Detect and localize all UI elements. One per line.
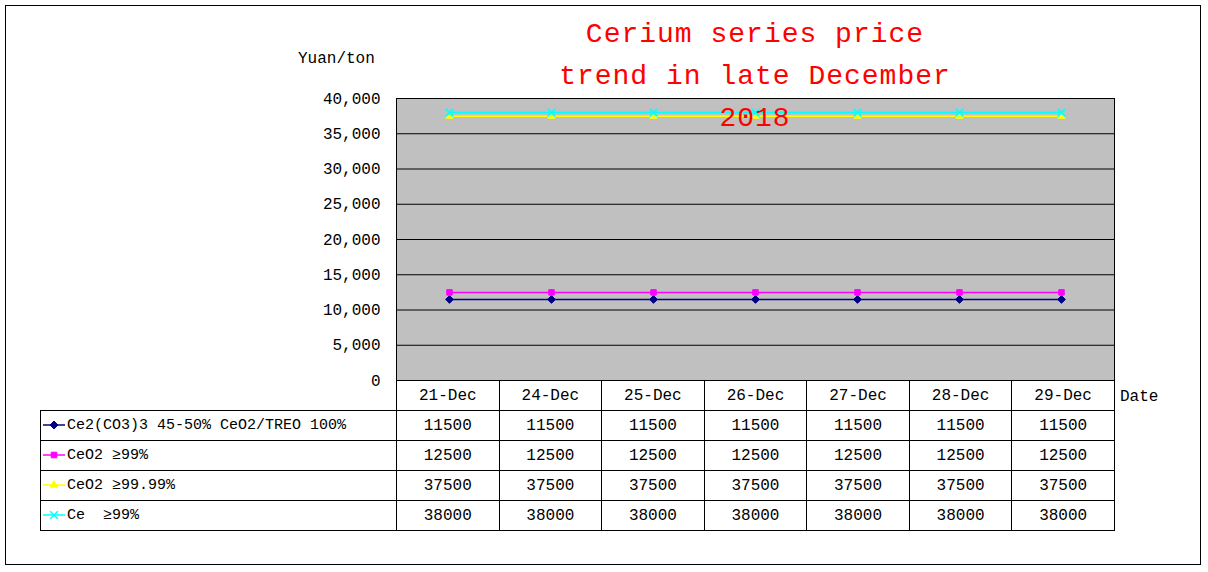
html-text:12500: 12500 [834,446,882,465]
html-text:12500: 12500 [526,446,575,465]
html-text:38000: 38000 [1039,506,1088,525]
html-text:38000: 38000 [936,506,985,525]
html-text:Ce2(CO3)3 45-50% CeO2/TREO 100: Ce2(CO3)3 45-50% CeO2/TREO 100% [67,417,346,434]
html-text:37500: 37500 [526,476,575,495]
html-text:12500: 12500 [628,446,677,465]
html-text:21-Dec: 21-Dec [419,386,477,405]
svg-text:15,000: 15,000 [323,267,381,285]
html-text:11500: 11500 [936,416,985,435]
html-text:11500: 11500 [731,416,780,435]
html-text:CeO2 ≥99%: CeO2 ≥99% [67,447,148,464]
html-text:38000: 38000 [423,506,472,525]
html-text:28-Dec: 28-Dec [931,386,990,405]
html-text:11500: 11500 [423,416,472,435]
svg-text:30,000: 30,000 [323,161,381,179]
html-text:Ce ≥99%: Ce ≥99% [67,507,139,524]
html-text:37500: 37500 [628,476,677,495]
html-text:11500: 11500 [834,416,882,435]
svg-text:0: 0 [371,373,381,391]
svg-text:5,000: 5,000 [332,337,380,355]
html-text:Date: Date [1120,388,1159,406]
html-text:24-Dec: 24-Dec [521,386,580,405]
html-text:11500: 11500 [1039,416,1088,435]
html-text:29-Dec: 29-Dec [1034,386,1092,405]
html-text:12500: 12500 [1039,446,1088,465]
html-text:37500: 37500 [834,476,882,495]
html-text:12500: 12500 [731,446,780,465]
html-text:12500: 12500 [936,446,985,465]
svg-text:25,000: 25,000 [323,196,381,214]
html-text:38000: 38000 [834,506,882,525]
html-text:37500: 37500 [1039,476,1088,495]
html-text:37500: 37500 [936,476,985,495]
html-text:11500: 11500 [526,416,575,435]
html-text:Yuan/ton: Yuan/ton [298,50,375,68]
html-text:38000: 38000 [526,506,575,525]
svg-text:35,000: 35,000 [323,126,381,144]
svg-text:40,000: 40,000 [323,91,381,109]
html-text:26-Dec: 26-Dec [726,386,785,405]
svg-text:10,000: 10,000 [323,302,381,320]
svg-text:20,000: 20,000 [323,232,381,250]
html-text:37500: 37500 [731,476,780,495]
html-text:37500: 37500 [423,476,472,495]
html-text:27-Dec: 27-Dec [829,386,887,405]
html-text:25-Dec: 25-Dec [624,386,682,405]
html-text:CeO2 ≥99.99%: CeO2 ≥99.99% [67,477,175,494]
html-text:38000: 38000 [628,506,677,525]
html-text:38000: 38000 [731,506,780,525]
html-text:Cerium series price trend in l: Cerium series price trend in late Decemb… [559,19,951,134]
html-text:12500: 12500 [423,446,472,465]
html-text:11500: 11500 [628,416,677,435]
